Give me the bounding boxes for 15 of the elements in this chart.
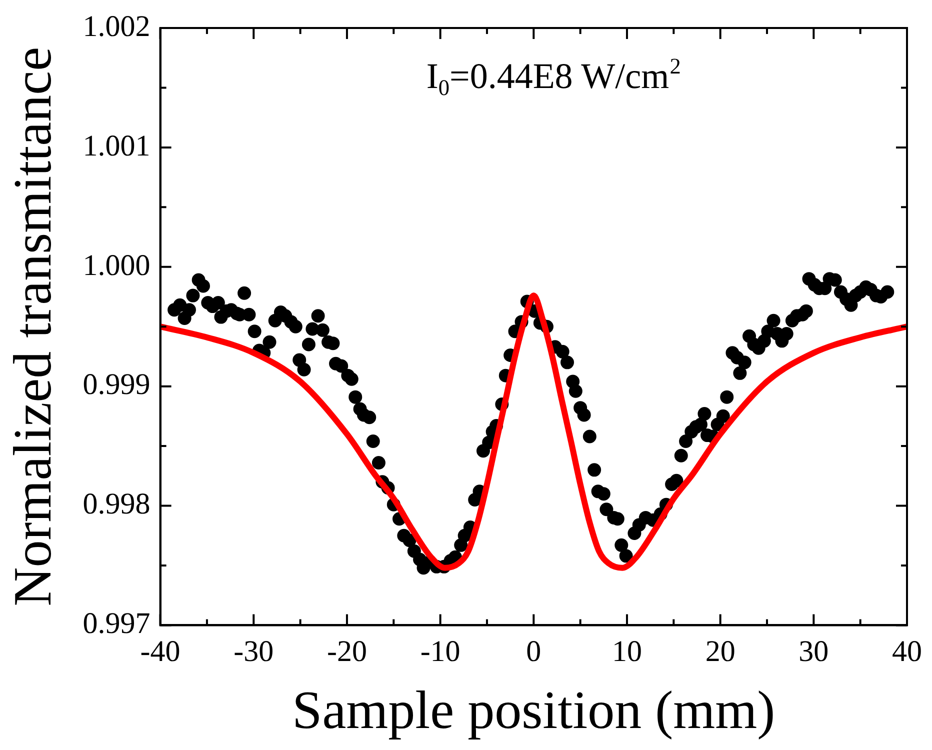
- x-tick-label: -20: [326, 635, 367, 668]
- x-tick-label: -30: [234, 635, 274, 668]
- y-tick-label: 0.998: [82, 488, 150, 521]
- x-tick-label: 20: [705, 635, 736, 668]
- y-tick-label: 1.002: [82, 10, 150, 43]
- x-tick-label: -10: [420, 635, 460, 668]
- x-tick-label: 30: [798, 635, 829, 668]
- y-tick-label: 1.000: [82, 248, 150, 282]
- y-tick-label: 0.999: [82, 368, 150, 402]
- x-tick-label: 10: [612, 635, 642, 668]
- x-tick-label: 40: [892, 635, 922, 668]
- y-tick-label: 1.001: [82, 129, 150, 162]
- y-axis-title: Normalized transmittance: [2, 46, 63, 606]
- x-tick-label: 0: [526, 635, 542, 668]
- x-axis-title: Sample position (mm): [292, 680, 776, 740]
